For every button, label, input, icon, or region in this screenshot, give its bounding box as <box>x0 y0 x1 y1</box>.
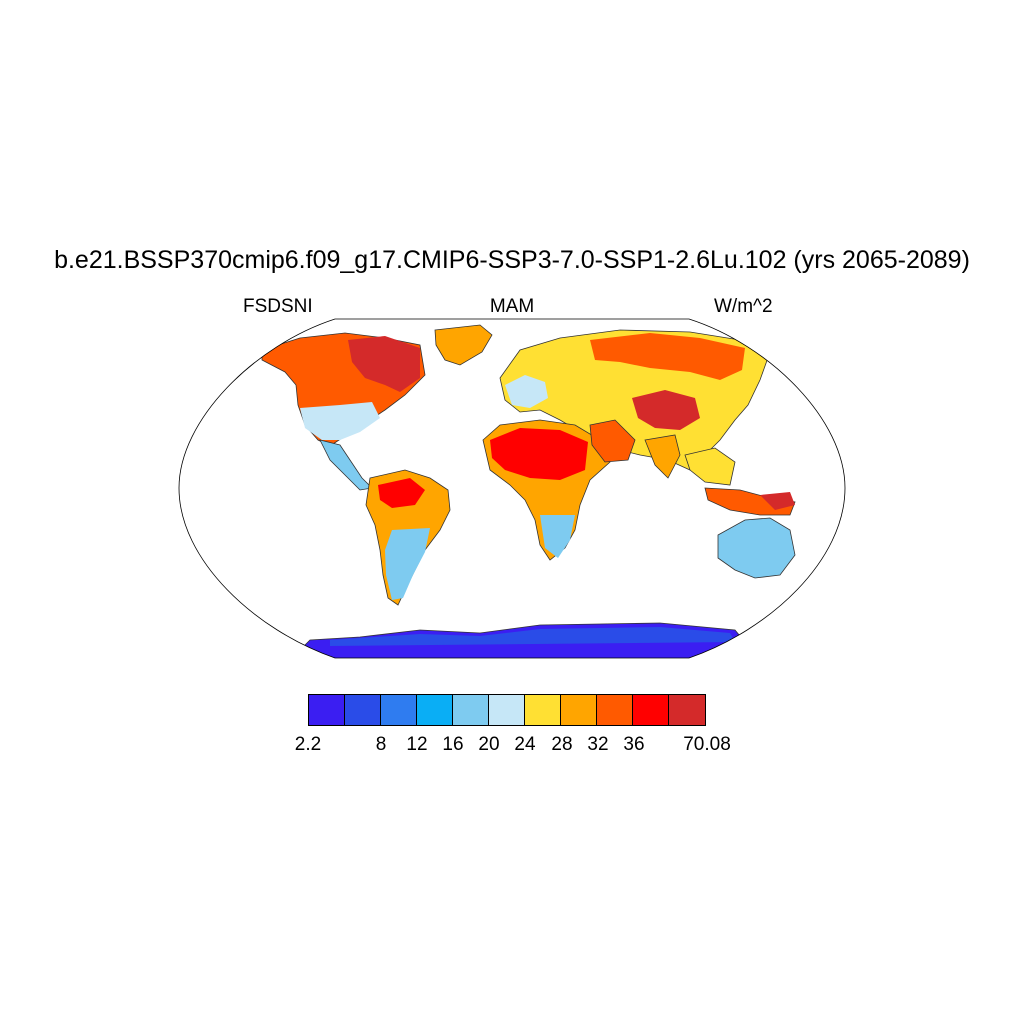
arabia-land <box>589 419 636 463</box>
australia-land <box>717 517 796 579</box>
europe-pale-region <box>505 375 548 408</box>
season-label: MAM <box>489 296 535 317</box>
units-label: W/m^2 <box>714 296 773 317</box>
colorbar-tick-label: 12 <box>406 734 428 755</box>
colorbar-swatch <box>561 695 597 725</box>
colorbar-tick-label: 24 <box>514 734 536 755</box>
colorbar-tick-label: 70.08 <box>683 734 731 755</box>
central-america-land <box>319 439 373 491</box>
colorbar-swatch <box>345 695 381 725</box>
us-pale-region <box>300 402 380 440</box>
greenland-land <box>434 324 493 366</box>
amazon-high-region <box>378 478 425 508</box>
india-land <box>644 434 681 479</box>
colorbar-swatch <box>633 695 669 725</box>
colorbar-swatch <box>597 695 633 725</box>
south-america-blue-region <box>385 528 430 600</box>
colorbar-tick-label: 2.2 <box>294 734 322 755</box>
map-outline <box>178 318 846 659</box>
southern-africa-blue-region <box>540 515 575 558</box>
colorbar-swatch <box>417 695 453 725</box>
plot-title: b.e21.BSSP370cmip6.f09_g17.CMIP6-SSP3-7.… <box>54 246 970 274</box>
colorbar-tick-label: 8 <box>375 734 387 755</box>
land-fields <box>261 324 796 658</box>
indonesia-land <box>704 487 796 516</box>
colorbar-swatch <box>381 695 417 725</box>
colorbar-tick-label: 16 <box>442 734 464 755</box>
colorbar-tick-label: 28 <box>551 734 573 755</box>
colorbar-swatch <box>453 695 489 725</box>
sahara-high-region <box>490 428 588 480</box>
colorbar-tick-label: 32 <box>587 734 609 755</box>
colorbar <box>308 694 706 726</box>
colorbar-swatch <box>669 695 705 725</box>
tibet-high-region <box>632 390 700 430</box>
siberia-orange-region <box>590 333 745 380</box>
canada-high-region <box>348 336 420 392</box>
variable-label: FSDSNI <box>243 296 313 317</box>
colorbar-swatch <box>525 695 561 725</box>
colorbar-tick-label: 20 <box>478 734 500 755</box>
antarctica-edge-region <box>330 627 735 646</box>
colorbar-swatch <box>489 695 525 725</box>
new-guinea-high-region <box>760 492 795 510</box>
southeast-asia-land <box>684 447 736 486</box>
colorbar-swatch <box>309 695 345 725</box>
colorbar-tick-label: 36 <box>623 734 645 755</box>
